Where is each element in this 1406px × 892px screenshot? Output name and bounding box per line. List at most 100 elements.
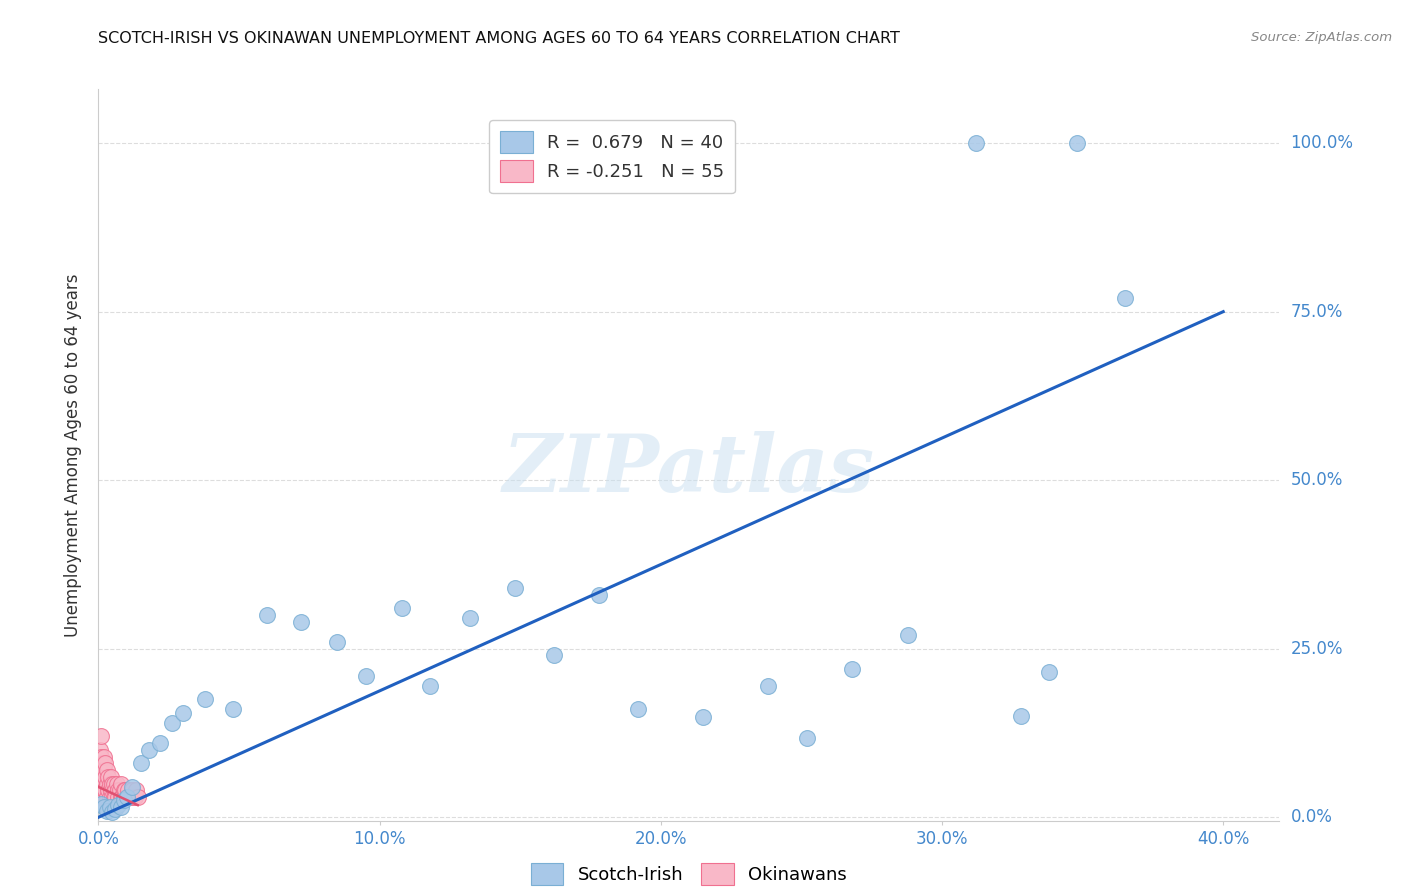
- Point: [290, 615, 312, 629]
- Point: [91, 770, 114, 784]
- Point: [112, 790, 135, 805]
- Point: [354, 669, 377, 683]
- Point: [107, 798, 129, 813]
- Point: [108, 783, 131, 797]
- Point: [104, 802, 127, 816]
- Point: [1010, 709, 1032, 723]
- Point: [107, 790, 129, 805]
- Text: 25.0%: 25.0%: [1291, 640, 1343, 657]
- Point: [90, 783, 112, 797]
- Y-axis label: Unemployment Among Ages 60 to 64 years: Unemployment Among Ages 60 to 64 years: [65, 273, 83, 637]
- Point: [692, 710, 714, 724]
- Point: [121, 783, 143, 797]
- Point: [122, 790, 145, 805]
- Point: [543, 648, 565, 663]
- Text: 100.0%: 100.0%: [1291, 134, 1354, 153]
- Point: [96, 804, 118, 818]
- Text: SCOTCH-IRISH VS OKINAWAN UNEMPLOYMENT AMONG AGES 60 TO 64 YEARS CORRELATION CHAR: SCOTCH-IRISH VS OKINAWAN UNEMPLOYMENT AM…: [98, 31, 900, 46]
- Point: [103, 790, 125, 805]
- Point: [127, 790, 149, 805]
- Point: [100, 770, 122, 784]
- Point: [89, 790, 111, 805]
- Point: [91, 790, 114, 805]
- Point: [965, 136, 987, 150]
- Point: [503, 581, 526, 595]
- Point: [124, 790, 146, 805]
- Point: [107, 783, 129, 797]
- Point: [160, 715, 183, 730]
- Point: [90, 770, 112, 784]
- Point: [841, 662, 863, 676]
- Point: [98, 800, 121, 814]
- Point: [89, 756, 111, 771]
- Point: [93, 763, 115, 777]
- Text: 75.0%: 75.0%: [1291, 302, 1343, 320]
- Point: [97, 770, 120, 784]
- Point: [94, 770, 117, 784]
- Point: [419, 679, 441, 693]
- Point: [111, 790, 134, 805]
- Text: 50.0%: 50.0%: [1291, 471, 1343, 489]
- Point: [112, 793, 135, 807]
- Point: [93, 783, 115, 797]
- Point: [172, 706, 194, 720]
- Point: [588, 588, 610, 602]
- Point: [117, 783, 139, 797]
- Point: [90, 749, 112, 764]
- Point: [114, 783, 136, 797]
- Point: [756, 679, 779, 693]
- Point: [1114, 291, 1136, 305]
- Point: [125, 783, 148, 797]
- Point: [110, 800, 132, 814]
- Point: [129, 756, 152, 771]
- Point: [110, 776, 132, 790]
- Point: [97, 783, 120, 797]
- Point: [194, 692, 217, 706]
- Text: ZIPatlas: ZIPatlas: [503, 431, 875, 508]
- Point: [96, 776, 118, 790]
- Text: 0.0%: 0.0%: [1291, 808, 1333, 826]
- Point: [118, 790, 141, 805]
- Point: [115, 790, 138, 805]
- Point: [91, 776, 114, 790]
- Point: [112, 783, 135, 797]
- Point: [91, 756, 114, 771]
- Point: [101, 805, 124, 819]
- Point: [98, 790, 121, 805]
- Point: [100, 783, 122, 797]
- Point: [101, 790, 124, 805]
- Point: [222, 702, 245, 716]
- Point: [149, 736, 172, 750]
- Point: [627, 702, 650, 716]
- Point: [458, 611, 481, 625]
- Point: [121, 780, 143, 794]
- Point: [96, 763, 118, 777]
- Point: [90, 797, 112, 811]
- Point: [110, 790, 132, 805]
- Point: [1066, 136, 1088, 150]
- Point: [89, 743, 111, 757]
- Point: [98, 776, 121, 790]
- Point: [93, 776, 115, 790]
- Point: [94, 783, 117, 797]
- Point: [101, 776, 124, 790]
- Point: [897, 628, 920, 642]
- Point: [115, 790, 138, 805]
- Point: [104, 783, 127, 797]
- Point: [256, 607, 278, 622]
- Point: [105, 776, 128, 790]
- Point: [94, 756, 117, 771]
- Point: [391, 601, 413, 615]
- Point: [138, 743, 160, 757]
- Point: [89, 763, 111, 777]
- Point: [103, 776, 125, 790]
- Point: [89, 776, 111, 790]
- Point: [796, 731, 818, 745]
- Point: [93, 749, 115, 764]
- Point: [90, 730, 112, 744]
- Legend: Scotch-Irish, Okinawans: Scotch-Irish, Okinawans: [523, 855, 855, 892]
- Point: [1038, 665, 1060, 680]
- Point: [120, 790, 142, 805]
- Point: [104, 790, 127, 805]
- Point: [90, 763, 112, 777]
